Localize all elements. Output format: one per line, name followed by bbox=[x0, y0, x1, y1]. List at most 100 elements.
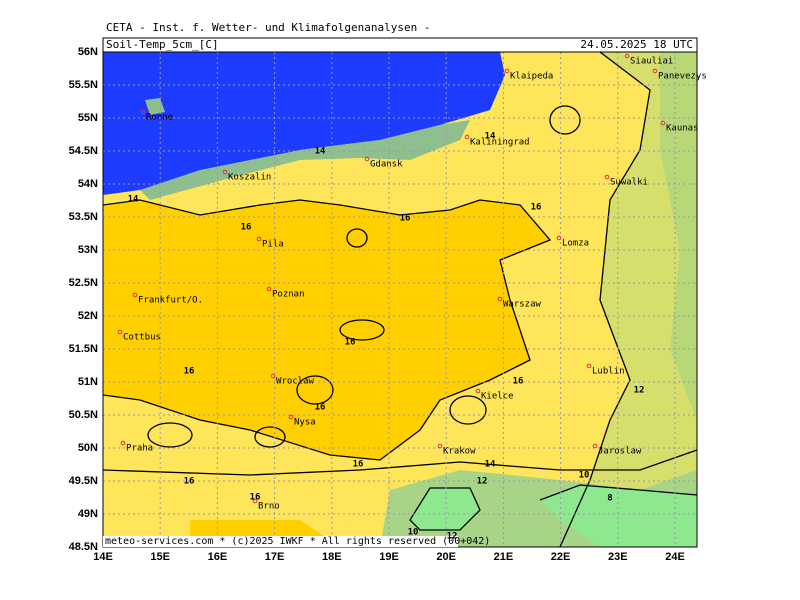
contour-label: 12 bbox=[634, 386, 645, 396]
contour-label: 14 bbox=[315, 147, 326, 157]
city-marker bbox=[222, 169, 228, 175]
city-marker bbox=[288, 414, 294, 420]
map bbox=[103, 52, 697, 547]
footer: meteo-services.com * (c)2025 IWKF * All … bbox=[105, 536, 490, 547]
city-marker bbox=[437, 443, 443, 449]
city-marker bbox=[586, 363, 592, 369]
lat-label: 49.5N bbox=[69, 475, 98, 487]
footer-bg bbox=[103, 536, 458, 547]
city-marker bbox=[140, 109, 146, 115]
city-label: Panevezys bbox=[658, 72, 707, 82]
city-label: Frankfurt/O. bbox=[138, 296, 203, 306]
header-title: CETA - Inst. f. Wetter- und Klimafolgena… bbox=[106, 21, 431, 34]
city-label: Klaipeda bbox=[510, 72, 553, 82]
city-label: Nysa bbox=[294, 418, 316, 428]
contour-label: 10 bbox=[408, 528, 419, 538]
lat-label: 54.5N bbox=[69, 145, 98, 157]
city-marker bbox=[120, 440, 126, 446]
city-label: Ronne bbox=[146, 113, 173, 123]
city-marker bbox=[652, 68, 658, 74]
lon-label: 22E bbox=[551, 551, 571, 563]
city-label: Koszalin bbox=[228, 173, 271, 183]
lat-label: 51.5N bbox=[69, 343, 98, 355]
city-marker bbox=[270, 373, 276, 379]
contour-label: 14 bbox=[485, 460, 496, 470]
lon-label: 14E bbox=[93, 551, 113, 563]
lon-label: 21E bbox=[494, 551, 514, 563]
contour-label: 12 bbox=[447, 532, 458, 542]
city-marker bbox=[364, 156, 370, 162]
city-label: Praha bbox=[126, 444, 153, 454]
city-label: Kaunas bbox=[666, 124, 699, 134]
city-marker bbox=[252, 498, 258, 504]
city-marker bbox=[256, 236, 262, 242]
city-label: Suwalki bbox=[610, 178, 648, 188]
contour-label: 16 bbox=[400, 214, 411, 224]
city-label: Cottbus bbox=[123, 333, 161, 343]
city-marker bbox=[660, 120, 666, 126]
city-label: Kielce bbox=[481, 392, 514, 402]
lon-label: 18E bbox=[322, 551, 342, 563]
city-marker bbox=[604, 174, 610, 180]
city-label: Siauliai bbox=[630, 57, 673, 67]
lat-label: 55.5N bbox=[69, 79, 98, 91]
city-label: Krakow bbox=[443, 447, 476, 457]
city-marker bbox=[497, 296, 503, 302]
lat-label: 55N bbox=[78, 112, 98, 124]
lat-label: 48.5N bbox=[69, 541, 98, 553]
contour-label: 14 bbox=[485, 132, 496, 142]
contour-label: 16 bbox=[184, 477, 195, 487]
lat-label: 53N bbox=[78, 244, 98, 256]
lon-label: 15E bbox=[150, 551, 170, 563]
city-marker bbox=[624, 53, 630, 59]
city-label: Lomza bbox=[562, 239, 589, 249]
lon-label: 24E bbox=[665, 551, 685, 563]
city-marker bbox=[556, 235, 562, 241]
graticule bbox=[103, 52, 697, 547]
contour-label: 8 bbox=[607, 494, 612, 504]
lat-label: 49N bbox=[78, 508, 98, 520]
lat-label: 53.5N bbox=[69, 211, 98, 223]
contour-label: 16 bbox=[184, 367, 195, 377]
lat-label: 56N bbox=[78, 46, 98, 58]
lon-label: 17E bbox=[265, 551, 285, 563]
city-label: Brno bbox=[258, 502, 280, 512]
city-marker bbox=[117, 329, 123, 335]
contour-label: 16 bbox=[513, 377, 524, 387]
contour-label: 14 bbox=[128, 195, 139, 205]
city-label: Pila bbox=[262, 240, 284, 250]
lat-label: 54N bbox=[78, 178, 98, 190]
contour-label: 16 bbox=[353, 460, 364, 470]
lat-label: 52.5N bbox=[69, 277, 98, 289]
city-label: Kaliningrad bbox=[470, 138, 530, 148]
city-label: Warszaw bbox=[503, 300, 542, 310]
city-label: Poznan bbox=[272, 290, 305, 300]
city-label: Jaroslaw bbox=[598, 447, 642, 457]
field-name: Soil-Temp_5cm_[C] bbox=[106, 38, 219, 51]
city-marker bbox=[504, 68, 510, 74]
city-label: Lublin bbox=[592, 367, 625, 377]
lat-label: 50N bbox=[78, 442, 98, 454]
lon-label: 19E bbox=[379, 551, 399, 563]
lon-label: 16E bbox=[208, 551, 228, 563]
city-marker bbox=[475, 388, 481, 394]
city-marker bbox=[266, 286, 272, 292]
contour-label: 16 bbox=[250, 493, 261, 503]
contour-label: 16 bbox=[315, 403, 326, 413]
lon-label: 23E bbox=[608, 551, 628, 563]
contour-label: 16 bbox=[241, 223, 252, 233]
city-marker bbox=[132, 292, 138, 298]
city-marker bbox=[592, 443, 598, 449]
contour-label: 12 bbox=[477, 477, 488, 487]
valid-time: 24.05.2025 18 UTC bbox=[580, 38, 693, 51]
city-label: Wroclaw bbox=[276, 377, 315, 387]
contour-label: 16 bbox=[345, 338, 356, 348]
lat-label: 50.5N bbox=[69, 409, 98, 421]
lat-label: 52N bbox=[78, 310, 98, 322]
contour-label: 10 bbox=[579, 471, 590, 481]
city-label: Gdansk bbox=[370, 160, 403, 170]
city-marker bbox=[464, 134, 470, 140]
contour-label: 16 bbox=[531, 203, 542, 213]
lat-label: 51N bbox=[78, 376, 98, 388]
